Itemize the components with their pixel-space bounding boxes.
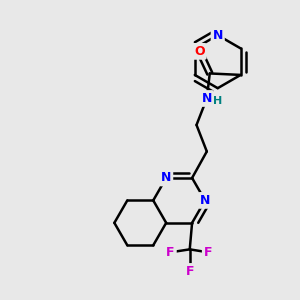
Text: N: N: [212, 29, 223, 42]
Text: H: H: [213, 95, 223, 106]
Text: N: N: [202, 92, 212, 105]
Text: F: F: [185, 265, 194, 278]
Text: O: O: [194, 45, 205, 58]
Text: N: N: [161, 172, 171, 184]
Text: F: F: [166, 246, 175, 259]
Text: F: F: [204, 246, 212, 259]
Text: N: N: [200, 194, 210, 207]
